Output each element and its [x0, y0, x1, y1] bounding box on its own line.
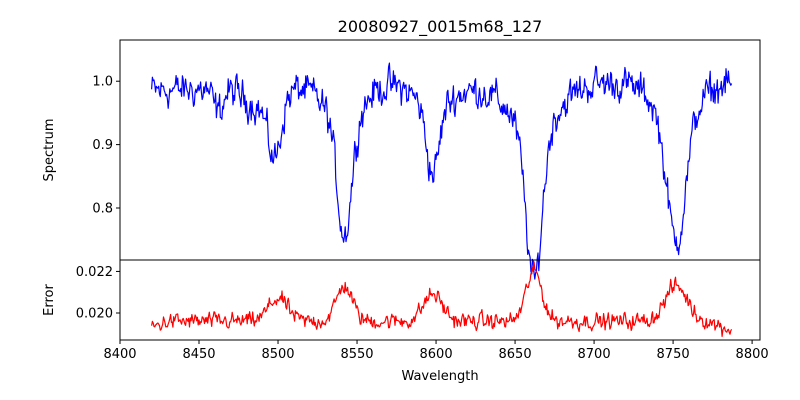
error-y-ticks: 0.020 0.022 — [76, 265, 120, 321]
x-axis-ticks: 8400 8450 8500 8550 8600 8650 8700 8750 8800 — [103, 340, 769, 362]
x-tick-label: 8400 — [103, 347, 136, 362]
x-axis-label: Wavelength — [401, 369, 478, 384]
error-y-tick-label: 0.022 — [76, 265, 113, 280]
x-tick-label: 8600 — [420, 347, 453, 362]
x-tick-label: 8650 — [499, 347, 532, 362]
spectrum-y-ticks: 0.8 0.9 1.0 — [92, 75, 120, 217]
spectrum-panel: 0.8 0.9 1.0 Spectrum — [42, 39, 761, 280]
spectrum-series-line — [151, 62, 733, 280]
error-series-line — [151, 261, 733, 337]
error-y-axis-label: Error — [42, 284, 57, 316]
x-tick-label: 8550 — [340, 347, 373, 362]
error-y-tick-label: 0.020 — [76, 306, 113, 321]
x-tick-label: 8500 — [261, 347, 294, 362]
x-tick-label: 8750 — [657, 347, 690, 362]
error-axes-frame — [119, 259, 761, 341]
spectrum-y-tick-label: 0.8 — [92, 202, 113, 217]
x-tick-label: 8450 — [182, 347, 215, 362]
spectrum-y-tick-label: 0.9 — [92, 138, 113, 153]
x-tick-label: 8800 — [736, 347, 769, 362]
x-tick-label: 8700 — [578, 347, 611, 362]
spectrum-y-tick-label: 1.0 — [92, 75, 113, 90]
spectrum-axes-frame — [119, 39, 761, 261]
spectrum-y-axis-label: Spectrum — [42, 119, 57, 182]
chart-title: 20080927_0015m68_127 — [338, 17, 543, 37]
error-panel: 0.020 0.022 Error — [42, 259, 761, 341]
